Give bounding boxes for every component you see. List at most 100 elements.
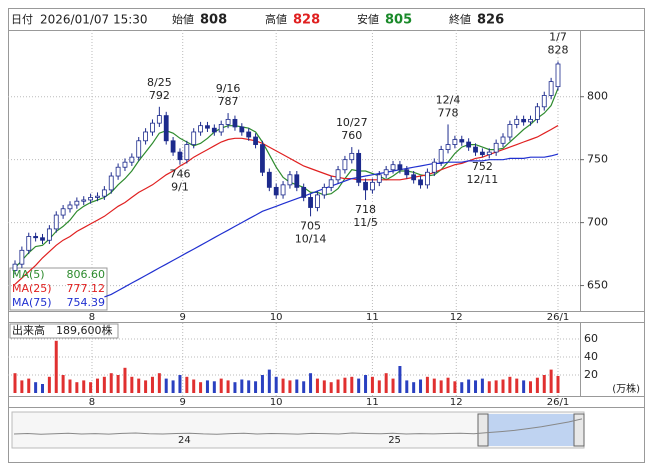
- volume-bar: [185, 376, 189, 393]
- annotation-date: 8/25: [147, 76, 172, 89]
- volume-bar: [267, 369, 271, 393]
- candle-body: [301, 186, 307, 198]
- candle-body: [205, 125, 210, 129]
- candle-body: [404, 169, 410, 176]
- candle-body: [266, 171, 272, 188]
- candle-body: [81, 199, 87, 202]
- y-tick-label: 650: [587, 279, 608, 292]
- navigator-handle[interactable]: [477, 413, 489, 447]
- candle-body: [349, 152, 355, 161]
- y-tick-label: 60: [584, 332, 598, 345]
- candle-body: [211, 127, 217, 133]
- volume-bar: [425, 376, 429, 393]
- candle-body: [541, 95, 547, 108]
- volume-bar: [535, 377, 539, 393]
- annotation-value: 778: [438, 106, 459, 119]
- y-tick-label: 40: [584, 350, 598, 363]
- candle-body: [239, 126, 245, 133]
- candle-body: [500, 136, 506, 144]
- annotation-value: 760: [341, 129, 362, 142]
- candle-body: [431, 161, 437, 173]
- annotation-date: 1/7: [549, 30, 567, 43]
- candle-body: [363, 181, 368, 191]
- annotation-date: 9/1: [171, 181, 189, 194]
- candle-body: [370, 181, 375, 191]
- candle-body: [108, 175, 114, 191]
- volume-bar: [95, 378, 99, 393]
- x-tick-label: 26/1: [547, 312, 569, 323]
- candle-body: [170, 140, 176, 153]
- volume-bar: [226, 380, 230, 393]
- volume-bar: [254, 381, 258, 393]
- candle-body: [60, 208, 66, 216]
- candle-body: [514, 118, 520, 125]
- volume-bar: [288, 380, 292, 393]
- volume-bar: [144, 380, 148, 393]
- volume-bar: [302, 381, 306, 393]
- high-label: 高値: [265, 12, 287, 26]
- y-tick-label: 800: [587, 90, 608, 103]
- volume-bar: [137, 378, 141, 393]
- volume-bar: [439, 380, 443, 393]
- legend-value: 806.60: [67, 268, 106, 281]
- volume-bar: [542, 375, 546, 393]
- candle-body: [101, 189, 107, 197]
- volume-bar: [370, 376, 374, 393]
- volume-bar: [281, 378, 285, 393]
- volume-bar: [295, 379, 299, 393]
- annotation-date: 11/5: [353, 216, 378, 229]
- navigator-label: 25: [388, 435, 401, 446]
- y-tick-label: 20: [584, 368, 598, 381]
- volume-bar: [164, 378, 168, 393]
- candle-body: [184, 144, 190, 161]
- candle-body: [246, 131, 252, 138]
- volume-bar: [274, 376, 278, 393]
- annotation-date: 9/16: [216, 82, 241, 95]
- low-value: 805: [385, 13, 412, 28]
- volume-bar: [157, 373, 161, 393]
- annotation-date: 10/27: [336, 116, 368, 129]
- candle-body: [507, 124, 513, 138]
- volume-bar: [329, 382, 333, 393]
- candle-body: [548, 81, 554, 96]
- volume-bar: [501, 379, 505, 393]
- x-tick-label: 26/1: [547, 397, 569, 408]
- high-value: 828: [293, 13, 320, 28]
- volume-bar: [260, 375, 264, 393]
- candle-body: [280, 184, 286, 196]
- volume-bar: [178, 375, 182, 393]
- annotation-value: 828: [548, 43, 569, 56]
- volume-bar: [199, 382, 203, 393]
- candle-body: [459, 139, 465, 143]
- navigator-handle[interactable]: [573, 413, 585, 447]
- volume-bar: [357, 378, 361, 393]
- x-tick-label: 9: [180, 397, 186, 408]
- candle-body: [191, 131, 197, 145]
- volume-bar: [68, 379, 72, 393]
- volume-bar: [34, 382, 38, 393]
- volume-bar: [377, 380, 381, 393]
- volume-bar: [123, 367, 127, 393]
- candle-body: [445, 144, 451, 150]
- volume-bar: [309, 373, 313, 393]
- close-value: 826: [477, 13, 504, 28]
- x-tick-label: 11: [366, 397, 379, 408]
- candle-body: [521, 118, 527, 123]
- candle-body: [418, 179, 423, 186]
- annotation-date: 10/14: [295, 232, 327, 245]
- volume-bar: [75, 382, 79, 393]
- volume-bar: [364, 375, 368, 393]
- candle-body: [452, 139, 458, 145]
- volume-bar: [419, 379, 423, 393]
- candle-body: [486, 151, 492, 156]
- volume-bar: [494, 380, 498, 393]
- volume-bar: [82, 380, 86, 393]
- volume-header-box: [9, 323, 119, 339]
- x-tick-label: 12: [450, 312, 463, 323]
- candle-body: [342, 159, 348, 171]
- candle-body: [555, 63, 561, 88]
- navigator-range[interactable]: [488, 414, 574, 446]
- annotation-value: 705: [300, 219, 321, 232]
- volume-bar: [240, 379, 244, 393]
